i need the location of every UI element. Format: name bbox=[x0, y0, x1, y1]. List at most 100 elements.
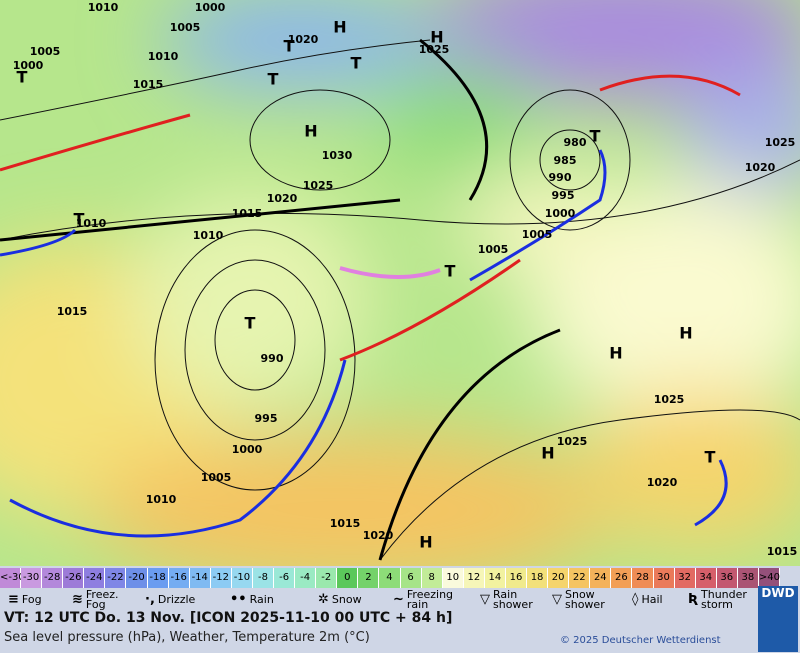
colorbar-cell: >40 °C bbox=[758, 568, 780, 603]
pressure-label: 1005 bbox=[170, 21, 201, 34]
isobars bbox=[0, 39, 800, 561]
pressure-label: 1005 bbox=[30, 45, 61, 58]
colorbar-cell: 6 bbox=[400, 568, 422, 588]
cold-front bbox=[0, 149, 728, 538]
colorbar-cell: -4 bbox=[295, 568, 317, 588]
legend-label: Freezing rain bbox=[406, 588, 454, 611]
low-marker: T bbox=[351, 54, 362, 73]
colorbar-cell: 36 bbox=[716, 568, 738, 588]
pressure-label: 985 bbox=[554, 154, 577, 167]
legend-label: Snow bbox=[331, 593, 362, 606]
colorbar-cell: 26 bbox=[611, 568, 633, 588]
high-marker: H bbox=[609, 344, 622, 363]
pressure-label: 990 bbox=[261, 352, 284, 365]
pressure-label: 1010 bbox=[193, 229, 224, 242]
legend-label: Rain shower bbox=[493, 588, 533, 611]
colorbar-cell: 10 bbox=[442, 568, 464, 588]
pressure-label: 1005 bbox=[201, 471, 232, 484]
pressure-label: 1010 bbox=[88, 1, 119, 14]
legend-item: ∼ Freezing rain bbox=[393, 588, 476, 611]
legend-label: Hail bbox=[641, 593, 663, 606]
high-marker: H bbox=[430, 28, 443, 47]
pressure-label: 1010 bbox=[76, 217, 107, 230]
colorbar-cell: 22 bbox=[569, 568, 591, 588]
colorbar-cell: 38 bbox=[737, 568, 759, 588]
colorbar-cell: 20 bbox=[548, 568, 570, 588]
pressure-label: 1000 bbox=[13, 59, 44, 72]
colorbar-cell: 24 bbox=[590, 568, 612, 588]
legend-symbol: ✲ bbox=[318, 592, 329, 607]
colorbar-cell: -28 bbox=[42, 568, 64, 588]
occlusion bbox=[339, 266, 441, 280]
pressure-label: 995 bbox=[552, 189, 575, 202]
colorbar-cell: -24 bbox=[84, 568, 106, 588]
legend-item: ◊ Hail bbox=[632, 590, 684, 610]
colorbar-cell: 14 bbox=[484, 568, 506, 588]
low-marker: T bbox=[705, 448, 716, 467]
legend-symbol: ·, bbox=[145, 592, 155, 607]
pressure-label: 1005 bbox=[478, 243, 509, 256]
legend-label: Thunder storm bbox=[701, 588, 747, 611]
pressure-label: 1020 bbox=[647, 476, 678, 489]
colorbar-cell: 18 bbox=[527, 568, 549, 588]
legend-item: ≋ Freez. Fog bbox=[72, 588, 141, 611]
colorbar-cell: 28 bbox=[632, 568, 654, 588]
low-marker: T bbox=[17, 68, 28, 87]
legend-label: Rain bbox=[249, 593, 274, 606]
legend-symbol: ≋ bbox=[72, 592, 83, 607]
pressure-label: 1015 bbox=[133, 78, 164, 91]
pressure-label: 1025 bbox=[765, 136, 796, 149]
pressure-label: 1015 bbox=[57, 305, 88, 318]
dwd-logo: DWD bbox=[758, 586, 798, 652]
colorbar-cell: 8 bbox=[421, 568, 443, 588]
high-marker: H bbox=[419, 533, 432, 552]
colorbar-cell: 2 bbox=[358, 568, 380, 588]
high-marker: H bbox=[304, 122, 317, 141]
pressure-label: 1020 bbox=[288, 33, 319, 46]
pressure-label: 1015 bbox=[330, 517, 361, 530]
colorbar-cell: -30 bbox=[21, 568, 43, 588]
colorbar-cell: 32 bbox=[674, 568, 696, 588]
high-marker: H bbox=[679, 324, 692, 343]
legend-item: ▽ Snow shower bbox=[552, 589, 628, 610]
colorbar-cell: -12 bbox=[210, 568, 232, 588]
low-marker: T bbox=[268, 70, 279, 89]
pressure-label: 1020 bbox=[267, 192, 298, 205]
legend-symbol: •• bbox=[230, 592, 247, 607]
colorbar-cell: 30 bbox=[653, 568, 675, 588]
colorbar-cell: -14 bbox=[189, 568, 211, 588]
copyright: © 2025 Deutscher Wetterdienst bbox=[560, 635, 721, 646]
legend-item: ▽ Rain shower bbox=[480, 588, 548, 611]
colorbar-cell: -22 bbox=[105, 568, 127, 588]
high-marker: H bbox=[541, 444, 554, 463]
legend-symbol: Ʀ bbox=[688, 592, 699, 607]
colorbar-cell: -2 bbox=[316, 568, 338, 588]
legend-item: ·, Drizzle bbox=[145, 590, 226, 610]
legend-symbol: ◊ bbox=[632, 592, 639, 607]
low-marker: T bbox=[245, 314, 256, 333]
pressure-label: 1025 bbox=[654, 393, 685, 406]
pressure-label: 990 bbox=[549, 171, 572, 184]
troughs bbox=[0, 38, 561, 561]
temperature-field bbox=[0, 0, 800, 566]
weather-map: 1010 100010051005101010151000102010251030… bbox=[0, 0, 800, 566]
low-marker: T bbox=[590, 127, 601, 146]
legend-bar: <-30 -30 -28 -26 -24 -22 -20 -18 -16 -14 -12 -10 -8-… bbox=[0, 566, 800, 653]
pressure-label: 1000 bbox=[232, 443, 263, 456]
colorbar-cell: -26 bbox=[63, 568, 85, 588]
pressure-label: 1025 bbox=[557, 435, 588, 448]
colorbar-cell: -20 bbox=[126, 568, 148, 588]
colorbar-cell: -16 bbox=[168, 568, 190, 588]
pressure-label: 1010 bbox=[148, 50, 179, 63]
pressure-label: 1005 bbox=[522, 228, 553, 241]
pressure-label: 980 bbox=[564, 136, 587, 149]
pressure-label: 1020 bbox=[745, 161, 776, 174]
legend-label: Freez. Fog bbox=[85, 588, 119, 611]
pressure-label: 1025 bbox=[419, 43, 450, 56]
colorbar-cell: -10 bbox=[231, 568, 253, 588]
pressure-label: 1000 bbox=[545, 207, 576, 220]
pressure-label: 1010 bbox=[146, 493, 177, 506]
legend-label: Fog bbox=[21, 593, 42, 606]
colorbar-cell: -6 bbox=[274, 568, 296, 588]
